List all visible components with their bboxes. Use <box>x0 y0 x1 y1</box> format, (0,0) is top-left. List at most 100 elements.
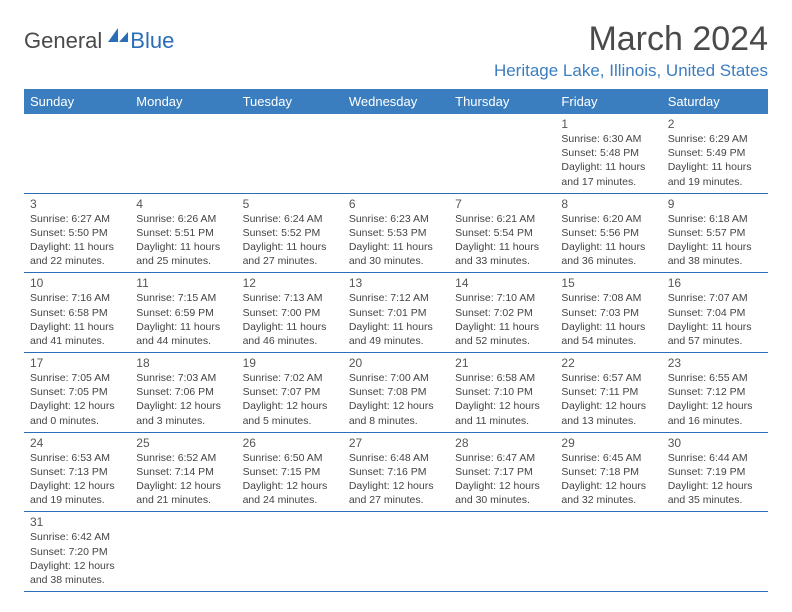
day-detail-d2: and 13 minutes. <box>561 414 655 428</box>
day-detail-sr: Sunrise: 6:20 AM <box>561 212 655 226</box>
day-number: 31 <box>30 515 124 529</box>
day-detail-sr: Sunrise: 6:55 AM <box>668 371 762 385</box>
day-detail-d1: Daylight: 11 hours <box>349 320 443 334</box>
day-detail-sr: Sunrise: 6:44 AM <box>668 451 762 465</box>
weekday-header: Tuesday <box>237 89 343 114</box>
day-detail-d2: and 57 minutes. <box>668 334 762 348</box>
day-detail-d2: and 35 minutes. <box>668 493 762 507</box>
day-detail-sr: Sunrise: 6:48 AM <box>349 451 443 465</box>
day-number: 15 <box>561 276 655 290</box>
day-detail-ss: Sunset: 7:10 PM <box>455 385 549 399</box>
day-detail-d1: Daylight: 11 hours <box>349 240 443 254</box>
weekday-header: Thursday <box>449 89 555 114</box>
day-detail-d2: and 8 minutes. <box>349 414 443 428</box>
day-cell: 16Sunrise: 7:07 AMSunset: 7:04 PMDayligh… <box>662 273 768 352</box>
day-number: 23 <box>668 356 762 370</box>
day-detail-ss: Sunset: 7:17 PM <box>455 465 549 479</box>
day-number: 9 <box>668 197 762 211</box>
logo-text-blue: Blue <box>130 28 174 54</box>
day-detail-d1: Daylight: 12 hours <box>30 559 124 573</box>
day-cell: 10Sunrise: 7:16 AMSunset: 6:58 PMDayligh… <box>24 273 130 352</box>
weeks-container: 1Sunrise: 6:30 AMSunset: 5:48 PMDaylight… <box>24 114 768 592</box>
day-detail-ss: Sunset: 7:13 PM <box>30 465 124 479</box>
day-detail-ss: Sunset: 6:59 PM <box>136 306 230 320</box>
day-cell: 27Sunrise: 6:48 AMSunset: 7:16 PMDayligh… <box>343 433 449 512</box>
day-detail-d2: and 5 minutes. <box>243 414 337 428</box>
day-detail-d1: Daylight: 12 hours <box>561 479 655 493</box>
day-cell-empty <box>237 512 343 591</box>
day-detail-ss: Sunset: 5:57 PM <box>668 226 762 240</box>
day-detail-d1: Daylight: 12 hours <box>455 479 549 493</box>
day-number: 16 <box>668 276 762 290</box>
day-detail-ss: Sunset: 5:53 PM <box>349 226 443 240</box>
day-detail-d1: Daylight: 12 hours <box>455 399 549 413</box>
day-cell: 8Sunrise: 6:20 AMSunset: 5:56 PMDaylight… <box>555 194 661 273</box>
day-detail-ss: Sunset: 7:06 PM <box>136 385 230 399</box>
day-detail-sr: Sunrise: 6:18 AM <box>668 212 762 226</box>
day-cell: 3Sunrise: 6:27 AMSunset: 5:50 PMDaylight… <box>24 194 130 273</box>
day-detail-d2: and 27 minutes. <box>349 493 443 507</box>
day-detail-ss: Sunset: 5:50 PM <box>30 226 124 240</box>
day-detail-sr: Sunrise: 7:13 AM <box>243 291 337 305</box>
day-cell: 4Sunrise: 6:26 AMSunset: 5:51 PMDaylight… <box>130 194 236 273</box>
day-cell: 9Sunrise: 6:18 AMSunset: 5:57 PMDaylight… <box>662 194 768 273</box>
day-detail-d2: and 36 minutes. <box>561 254 655 268</box>
day-detail-sr: Sunrise: 7:12 AM <box>349 291 443 305</box>
day-cell: 21Sunrise: 6:58 AMSunset: 7:10 PMDayligh… <box>449 353 555 432</box>
day-cell: 2Sunrise: 6:29 AMSunset: 5:49 PMDaylight… <box>662 114 768 193</box>
day-detail-d1: Daylight: 12 hours <box>136 399 230 413</box>
day-detail-ss: Sunset: 7:15 PM <box>243 465 337 479</box>
day-cell: 24Sunrise: 6:53 AMSunset: 7:13 PMDayligh… <box>24 433 130 512</box>
day-detail-ss: Sunset: 7:07 PM <box>243 385 337 399</box>
day-cell: 11Sunrise: 7:15 AMSunset: 6:59 PMDayligh… <box>130 273 236 352</box>
day-detail-d1: Daylight: 12 hours <box>243 479 337 493</box>
day-detail-ss: Sunset: 7:00 PM <box>243 306 337 320</box>
day-detail-d1: Daylight: 11 hours <box>561 320 655 334</box>
day-cell: 28Sunrise: 6:47 AMSunset: 7:17 PMDayligh… <box>449 433 555 512</box>
weekday-header-row: SundayMondayTuesdayWednesdayThursdayFrid… <box>24 89 768 114</box>
day-cell: 15Sunrise: 7:08 AMSunset: 7:03 PMDayligh… <box>555 273 661 352</box>
day-number: 3 <box>30 197 124 211</box>
day-detail-d1: Daylight: 11 hours <box>455 240 549 254</box>
weekday-header: Saturday <box>662 89 768 114</box>
day-cell-empty <box>343 512 449 591</box>
day-cell-empty <box>343 114 449 193</box>
day-number: 5 <box>243 197 337 211</box>
week-row: 1Sunrise: 6:30 AMSunset: 5:48 PMDaylight… <box>24 114 768 194</box>
weekday-header: Friday <box>555 89 661 114</box>
day-detail-d1: Daylight: 12 hours <box>561 399 655 413</box>
day-detail-d1: Daylight: 12 hours <box>30 399 124 413</box>
day-number: 24 <box>30 436 124 450</box>
day-detail-d2: and 0 minutes. <box>30 414 124 428</box>
day-detail-d2: and 44 minutes. <box>136 334 230 348</box>
day-detail-ss: Sunset: 7:16 PM <box>349 465 443 479</box>
day-detail-d1: Daylight: 12 hours <box>668 399 762 413</box>
day-detail-d1: Daylight: 11 hours <box>668 240 762 254</box>
day-detail-ss: Sunset: 7:12 PM <box>668 385 762 399</box>
day-detail-d1: Daylight: 11 hours <box>668 320 762 334</box>
week-row: 10Sunrise: 7:16 AMSunset: 6:58 PMDayligh… <box>24 273 768 353</box>
day-number: 20 <box>349 356 443 370</box>
day-detail-d1: Daylight: 11 hours <box>455 320 549 334</box>
day-cell: 12Sunrise: 7:13 AMSunset: 7:00 PMDayligh… <box>237 273 343 352</box>
day-cell-empty <box>555 512 661 591</box>
day-detail-d2: and 17 minutes. <box>561 175 655 189</box>
day-detail-d1: Daylight: 12 hours <box>136 479 230 493</box>
day-detail-sr: Sunrise: 6:47 AM <box>455 451 549 465</box>
day-detail-d1: Daylight: 11 hours <box>561 240 655 254</box>
day-detail-d1: Daylight: 11 hours <box>30 240 124 254</box>
day-detail-d1: Daylight: 11 hours <box>668 160 762 174</box>
day-detail-d2: and 24 minutes. <box>243 493 337 507</box>
day-detail-d2: and 38 minutes. <box>30 573 124 587</box>
day-number: 27 <box>349 436 443 450</box>
day-number: 22 <box>561 356 655 370</box>
day-cell: 26Sunrise: 6:50 AMSunset: 7:15 PMDayligh… <box>237 433 343 512</box>
day-detail-d1: Daylight: 12 hours <box>30 479 124 493</box>
day-detail-d2: and 3 minutes. <box>136 414 230 428</box>
day-number: 4 <box>136 197 230 211</box>
day-detail-sr: Sunrise: 7:05 AM <box>30 371 124 385</box>
day-detail-sr: Sunrise: 7:10 AM <box>455 291 549 305</box>
day-number: 13 <box>349 276 443 290</box>
day-detail-sr: Sunrise: 6:53 AM <box>30 451 124 465</box>
day-detail-d1: Daylight: 12 hours <box>349 479 443 493</box>
